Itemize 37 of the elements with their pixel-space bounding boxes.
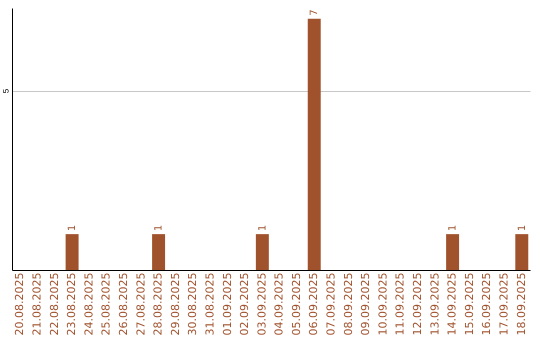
x-tick-label: 07.09.2025 [324, 272, 338, 336]
data-label: 1 [67, 224, 78, 232]
x-tick-label: 15.09.2025 [462, 272, 476, 336]
x-tick-label: 21.08.2025 [30, 272, 44, 336]
x-tick-label: 08.09.2025 [342, 272, 355, 336]
data-label: 1 [257, 224, 268, 232]
x-tick-label: 27.08.2025 [134, 272, 148, 336]
x-tick-label: 28.08.2025 [152, 272, 165, 336]
data-label: 1 [154, 224, 165, 232]
x-tick-label: 11.09.2025 [394, 272, 407, 336]
x-tick-label: 30.08.2025 [186, 272, 200, 336]
x-tick-label: 06.09.2025 [307, 272, 320, 336]
x-tick-label: 13.09.2025 [428, 272, 442, 336]
x-tick-label: 29.08.2025 [168, 272, 182, 336]
x-tick-label: 18.09.2025 [514, 272, 528, 336]
y-tick-label: 5 [2, 88, 10, 94]
x-tick-label: 09.09.2025 [359, 272, 372, 336]
x-tick-label: 31.08.2025 [203, 272, 216, 336]
x-tick-label: 10.09.2025 [376, 272, 390, 336]
x-tick-label: 05.09.2025 [290, 272, 303, 336]
x-tick-label: 14.09.2025 [446, 272, 459, 336]
x-tick-label: 16.09.2025 [480, 272, 494, 336]
x-tick-label: 24.08.2025 [82, 272, 96, 336]
x-tick-label: 01.09.2025 [220, 272, 234, 336]
x-tick-label: 03.09.2025 [255, 272, 268, 336]
data-label: 1 [448, 224, 459, 232]
x-tick-label: 04.09.2025 [272, 272, 286, 336]
x-tick-label: 02.09.2025 [238, 272, 252, 336]
x-tick-label: 23.08.2025 [65, 272, 78, 336]
data-label: 1 [516, 224, 528, 232]
x-tick-label: 17.09.2025 [497, 272, 510, 336]
x-tick-label: 12.09.2025 [411, 272, 424, 336]
x-tick-label: 26.08.2025 [116, 272, 130, 336]
data-label: 7 [309, 9, 320, 16]
x-tick-label: 22.08.2025 [48, 272, 61, 336]
x-tick-label: 20.08.2025 [13, 272, 26, 336]
x-tick-label: 25.08.2025 [100, 272, 113, 336]
